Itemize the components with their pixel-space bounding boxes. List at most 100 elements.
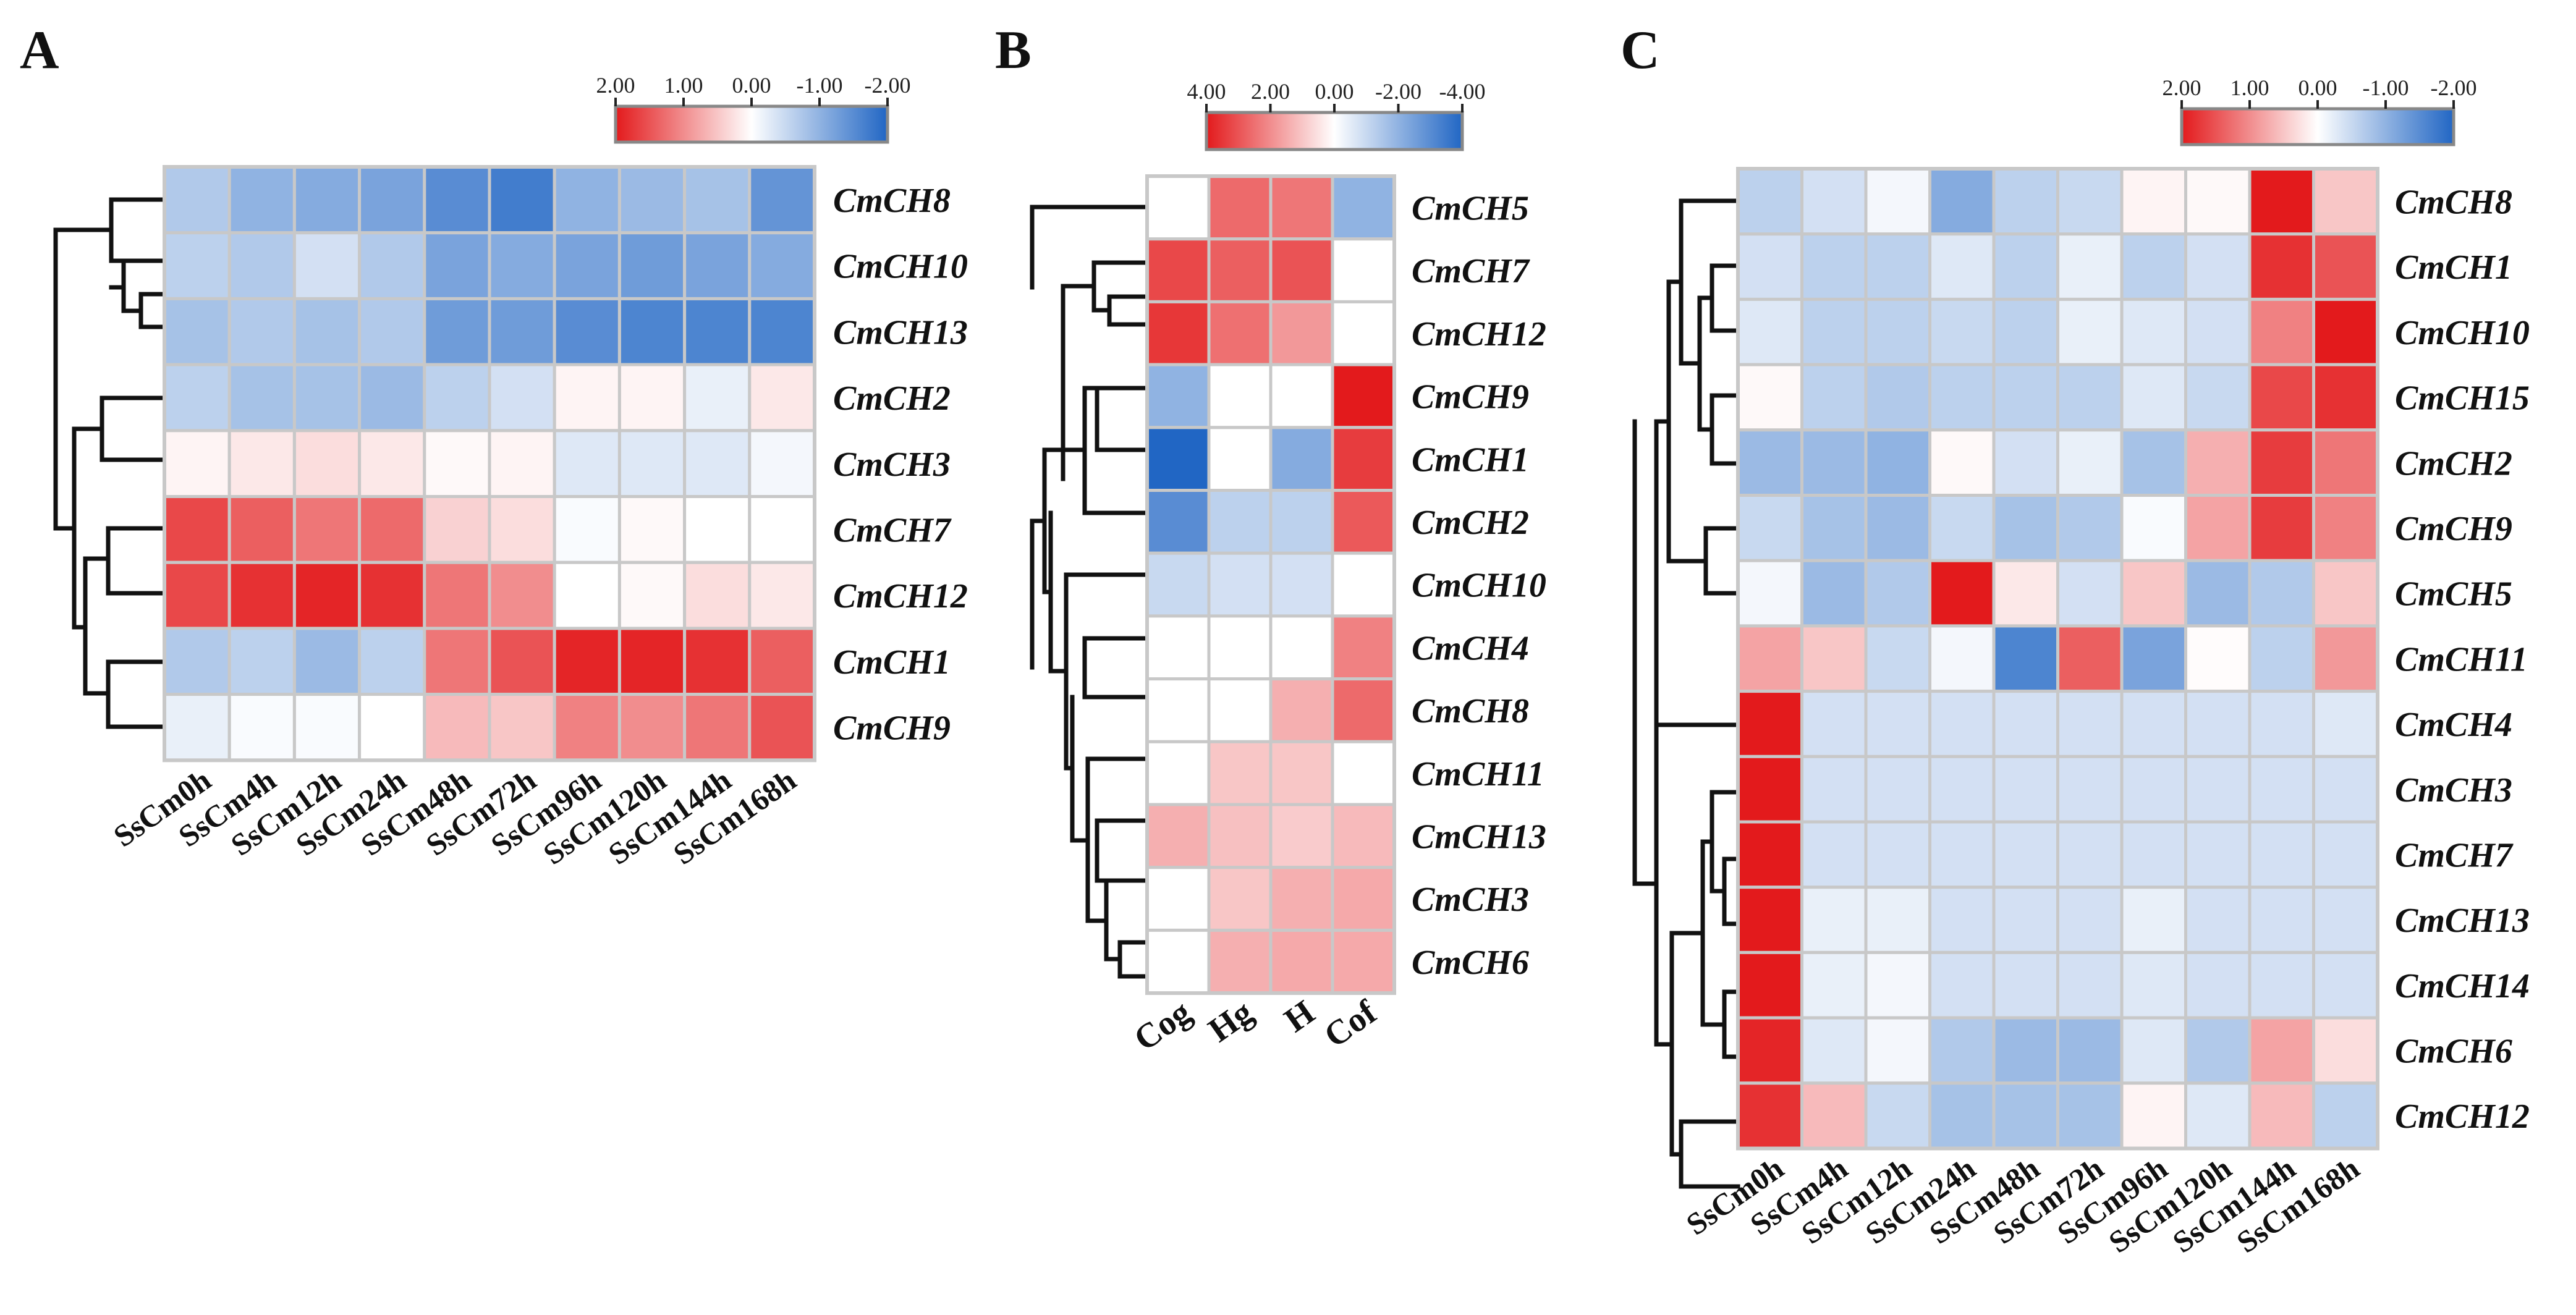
- legend-tick-label: 2.00: [2163, 75, 2201, 100]
- row-label: CmCH3: [2395, 771, 2512, 810]
- heatmap-cell: [1864, 297, 1931, 366]
- heatmap-cell: [1269, 803, 1334, 869]
- heatmap-cell: [1800, 428, 1868, 497]
- heatmap-cell: [358, 627, 426, 696]
- heatmap-cell: [553, 429, 621, 498]
- heatmap-cell: [553, 627, 621, 696]
- heatmap-cell: [1800, 1016, 1868, 1085]
- heatmap-cell: [553, 231, 621, 300]
- heatmap-cell: [1145, 803, 1211, 869]
- heatmap-frame: [1736, 167, 2379, 1151]
- heatmap-cell: [2184, 297, 2252, 366]
- heatmap-cell: [1800, 167, 1868, 236]
- panel-c-legend: 2.00 1.00 0.00 -1.00 -2.00: [2163, 75, 2477, 146]
- row-label: CmCH4: [2395, 706, 2512, 744]
- heatmap-cell: [683, 165, 752, 235]
- heatmap-cell: [1207, 237, 1273, 303]
- row-label: CmCH9: [833, 709, 951, 748]
- heatmap-cell: [488, 693, 556, 762]
- heatmap-cell: [2248, 950, 2315, 1020]
- heatmap-cell: [163, 627, 231, 696]
- heatmap-cell: [227, 627, 296, 696]
- heatmap-cell: [1864, 167, 1931, 236]
- row-label: CmCH15: [2395, 379, 2530, 418]
- heatmap-cell: [2120, 167, 2187, 236]
- heatmap-cell: [2056, 232, 2124, 301]
- heatmap-cell: [1736, 755, 1803, 824]
- heatmap-cell: [683, 560, 752, 630]
- heatmap-cell: [617, 231, 687, 300]
- heatmap-cell: [1269, 237, 1334, 303]
- heatmap-cell: [292, 231, 362, 300]
- heatmap-cell: [1269, 866, 1334, 932]
- panel-a-legend-ticks: 2.00 1.00 0.00 -1.00 -2.00: [596, 73, 911, 106]
- heatmap-cell: [1992, 1016, 2059, 1085]
- row-label: CmCH10: [833, 248, 968, 286]
- heatmap-cell: [1864, 755, 1931, 824]
- panel-c-dendrogram: [1632, 198, 1740, 1189]
- panel-b-heatmap: CmCH5 CmCH7 CmCH12 CmCH9 CmCH1 CmCH2 CmCH10 CmC…: [1127, 174, 1546, 1059]
- heatmap-cell: [1207, 363, 1273, 429]
- row-label: CmCH5: [1412, 190, 1529, 228]
- heatmap-cell: [1800, 690, 1868, 758]
- heatmap-cell: [2312, 363, 2379, 432]
- row-label: CmCH8: [1412, 692, 1529, 730]
- heatmap-cell: [1800, 297, 1868, 366]
- heatmap-cell: [1269, 300, 1334, 366]
- heatmap-cell: [227, 429, 296, 498]
- panel-b-dendrogram: [1030, 205, 1150, 979]
- heatmap-cell: [292, 627, 362, 696]
- heatmap-cell: [1207, 928, 1273, 995]
- legend-tick-label: 0.00: [732, 73, 771, 98]
- legend-tick-label: -1.00: [2363, 75, 2409, 100]
- heatmap-cell: [1736, 690, 1803, 758]
- heatmap-cell: [1269, 426, 1334, 492]
- heatmap-cell: [2184, 167, 2252, 236]
- heatmap-cell: [358, 165, 426, 235]
- heatmap-cell: [748, 627, 816, 696]
- column-label: Cog: [1127, 993, 1198, 1059]
- heatmap-frame: [163, 165, 816, 763]
- heatmap-cell: [683, 627, 752, 696]
- heatmap-cell: [1928, 1016, 1996, 1085]
- row-label: CmCH1: [1412, 441, 1529, 479]
- heatmap-cell: [1736, 232, 1803, 301]
- row-label: CmCH12: [833, 577, 968, 615]
- panel-a-dendrogram: [53, 197, 167, 729]
- heatmap-cell: [617, 627, 687, 696]
- heatmap-cell: [748, 560, 816, 630]
- heatmap-cell: [163, 363, 231, 433]
- row-label: CmCH13: [833, 313, 968, 352]
- heatmap-cell: [163, 297, 231, 366]
- heatmap-cell: [2056, 1081, 2124, 1151]
- heatmap-cell: [1864, 950, 1931, 1020]
- row-label: CmCH7: [833, 512, 952, 550]
- panel-c: C 2.00 1.00 0.00 -1.00 -2.00 CmCH8 CmCH1 CmCH1…: [1621, 20, 2530, 1259]
- heatmap-cell: [227, 231, 296, 300]
- row-label: CmCH12: [1412, 315, 1546, 353]
- legend-tick-label: 0.00: [1315, 79, 1354, 104]
- heatmap-cell: [488, 627, 556, 696]
- legend-tick-label: -2.00: [2431, 75, 2477, 100]
- heatmap-cell: [1269, 928, 1334, 995]
- row-label: CmCH8: [833, 182, 951, 220]
- heatmap-cell: [683, 363, 752, 433]
- heatmap-cell: [1864, 559, 1931, 628]
- heatmap-cell: [488, 165, 556, 235]
- heatmap-cell: [1331, 426, 1396, 492]
- heatmap-cell: [2056, 624, 2124, 693]
- heatmap-cell: [2184, 755, 2252, 824]
- row-label: CmCH6: [2395, 1033, 2512, 1071]
- heatmap-cell: [423, 165, 491, 235]
- row-label: CmCH14: [2395, 967, 2530, 1005]
- heatmap-cell: [1331, 489, 1396, 555]
- heatmap-cell: [227, 693, 296, 762]
- heatmap-cell: [1736, 1016, 1803, 1085]
- heatmap-cell: [1736, 1081, 1803, 1151]
- panel-c-legend-bar: [2180, 107, 2455, 146]
- row-label: CmCH13: [2395, 902, 2530, 940]
- row-label: CmCH10: [2395, 314, 2530, 352]
- heatmap-cell: [423, 693, 491, 762]
- heatmap-cell: [423, 231, 491, 300]
